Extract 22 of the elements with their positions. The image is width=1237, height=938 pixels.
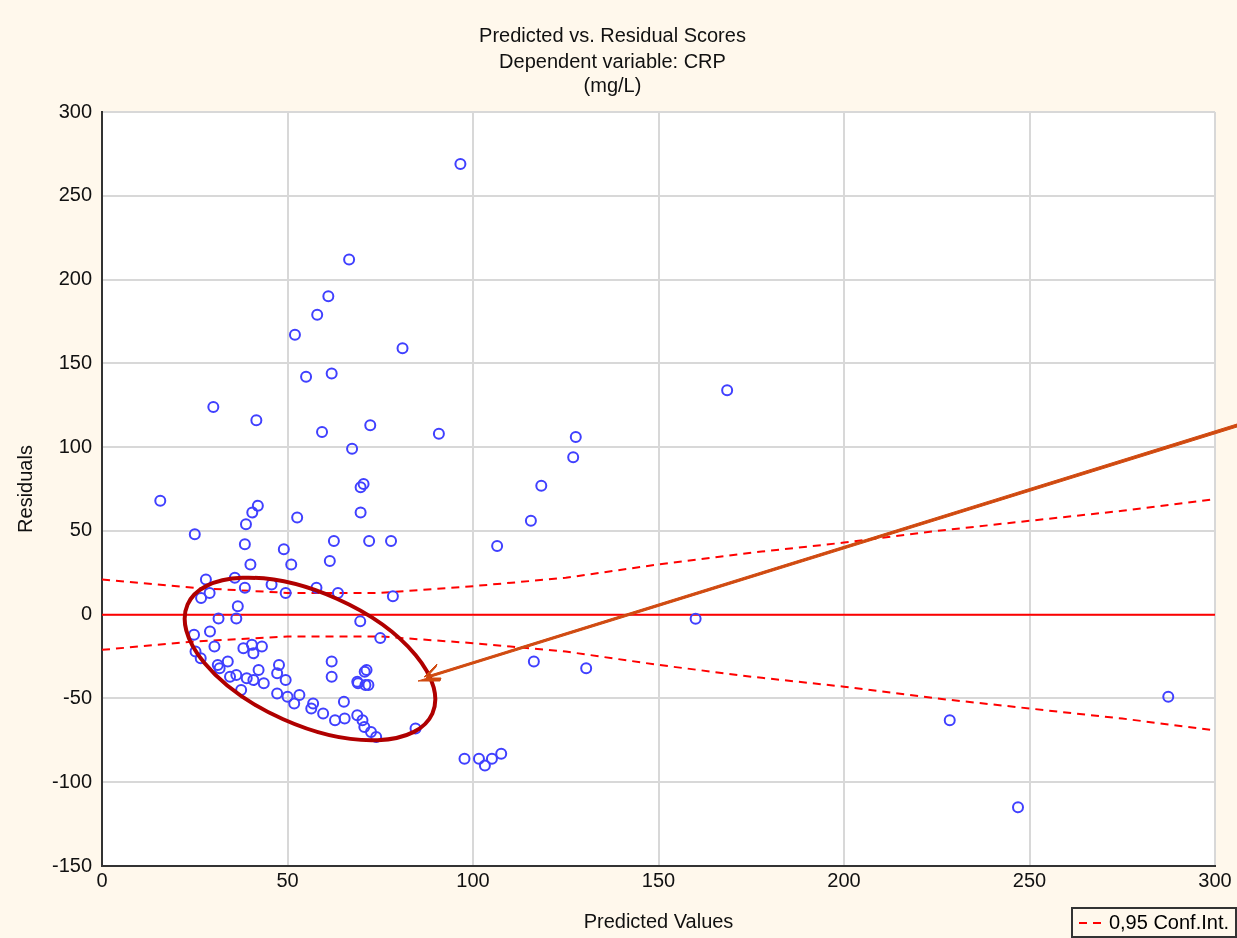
x-tick-label: 0	[96, 868, 108, 891]
chart-title: Predicted vs. Residual Scores	[479, 23, 746, 46]
legend-label: 0,95 Conf.Int.	[1108, 911, 1229, 934]
y-tick-label: 0	[80, 602, 93, 625]
x-tick-label: 250	[1012, 868, 1047, 891]
chart-subtitle: Dependent variable: CRP (mg/L)	[499, 49, 726, 96]
y-tick-label: -100	[52, 769, 93, 792]
y-tick-label: -50	[63, 685, 93, 708]
x-tick-label: 150	[641, 868, 676, 891]
y-tick-label: 100	[58, 434, 93, 457]
x-tick-label: 50	[276, 868, 299, 891]
y-tick-label: 200	[58, 267, 93, 290]
x-tick-label: 200	[827, 868, 861, 891]
y-tick-label: 250	[58, 183, 93, 206]
y-tick-label: 50	[69, 518, 93, 541]
x-axis-title: Predicted Values	[583, 909, 734, 932]
x-tick-label: 300	[1198, 868, 1232, 891]
y-axis-title: Residuals	[13, 445, 36, 533]
y-tick-label: -150	[52, 853, 93, 876]
x-tick-label: 100	[456, 868, 490, 891]
y-tick-label: 300	[58, 99, 93, 122]
y-tick-label: 150	[58, 350, 93, 373]
